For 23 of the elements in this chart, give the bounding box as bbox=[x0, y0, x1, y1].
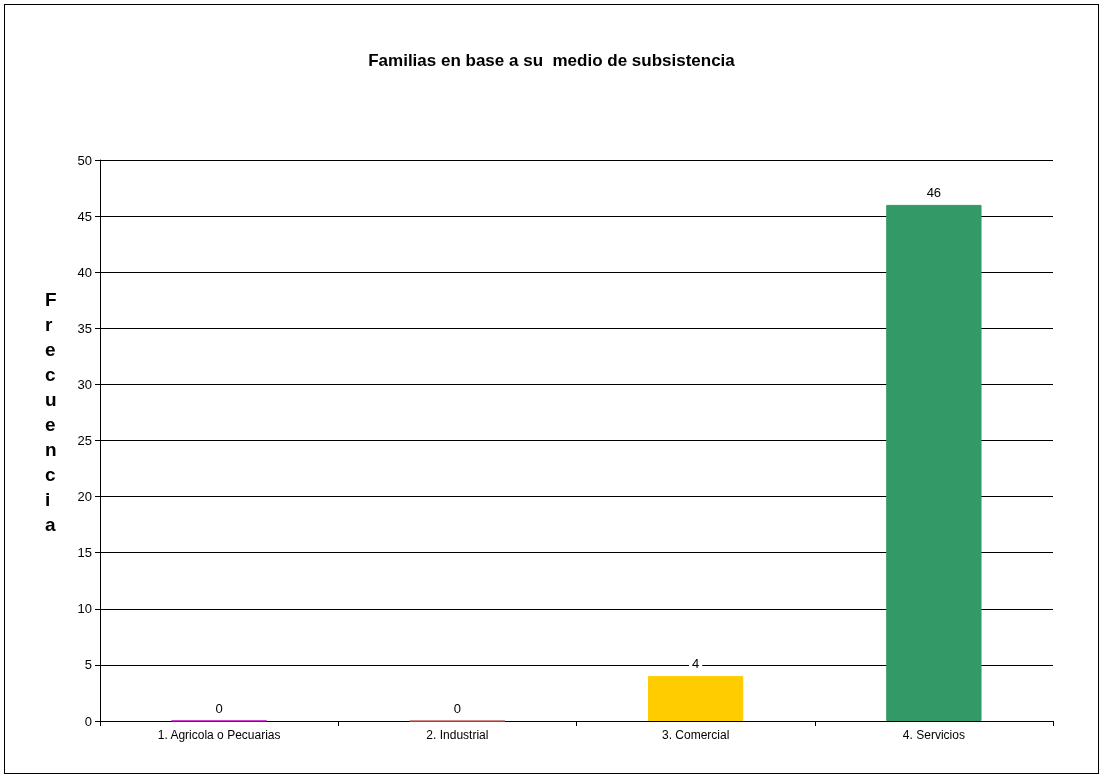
y-tick-label: 40 bbox=[77, 264, 92, 280]
x-tick-label: 1. Agricola o Pecuarias bbox=[157, 728, 281, 742]
y-tick-label: 5 bbox=[84, 657, 92, 673]
y-tick-label: 15 bbox=[77, 545, 92, 561]
data-label: 46 bbox=[926, 184, 942, 200]
chart-title: Familias en base a su medio de subsistencia bbox=[368, 51, 736, 70]
data-label: 0 bbox=[215, 700, 223, 716]
data-label: 0 bbox=[453, 700, 461, 716]
text: Frecuencia bbox=[45, 289, 57, 535]
x-tick-label: 4. Servicios bbox=[902, 728, 965, 742]
y-tick-label: 35 bbox=[77, 320, 92, 336]
x-tick-label: 2. Industrial bbox=[426, 728, 489, 742]
y-tick-label: 45 bbox=[77, 208, 92, 224]
y-tick-label: 50 bbox=[77, 152, 92, 168]
data-label: 4 bbox=[692, 656, 700, 672]
y-tick-label: 30 bbox=[77, 376, 92, 392]
y-tick-label: 10 bbox=[77, 601, 92, 617]
bar bbox=[647, 676, 744, 721]
bar bbox=[886, 204, 982, 721]
y-tick-label: 25 bbox=[77, 433, 92, 448]
x-tick-label: 3. Comercial bbox=[661, 728, 730, 742]
y-tick-label: 0 bbox=[84, 713, 92, 729]
y-tick-label: 20 bbox=[77, 489, 92, 505]
